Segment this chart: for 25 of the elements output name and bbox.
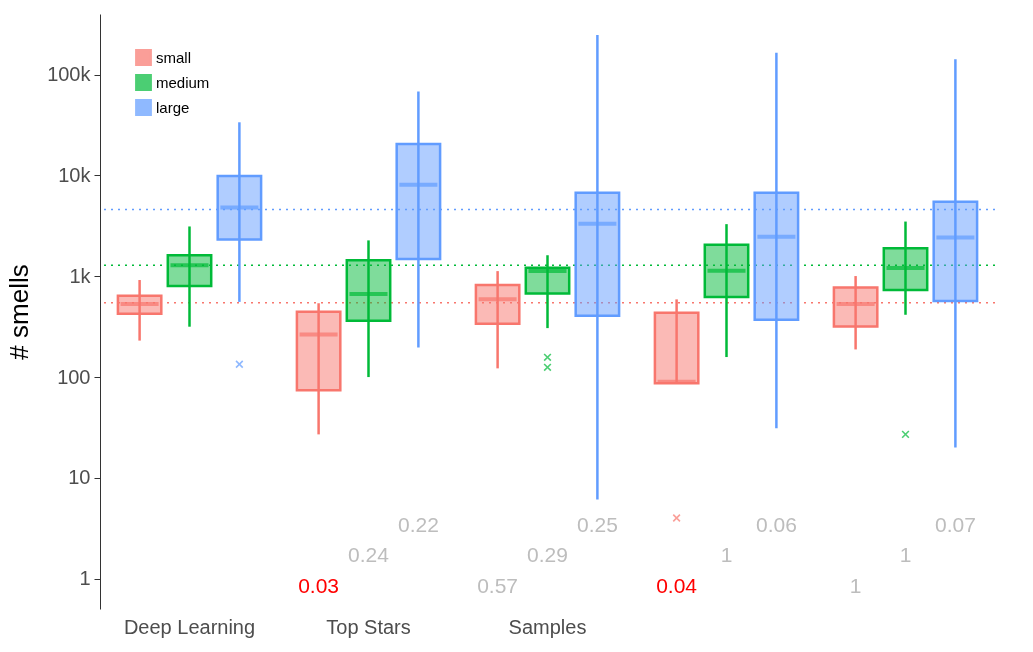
x-tick-label: Samples <box>508 615 587 638</box>
annotation: 0.24 <box>348 543 390 566</box>
annotation: 0.03 <box>298 574 340 597</box>
annotation: 0.25 <box>576 513 618 536</box>
y-tick-label: 1 <box>79 567 91 590</box>
x-tick-label: Deep Learning <box>123 615 256 638</box>
legend-label: large <box>156 98 190 116</box>
annotation: 1 <box>899 543 912 566</box>
annotation: 0.57 <box>477 574 519 597</box>
annotation: 0.06 <box>755 513 797 536</box>
y-tick-label: 10k <box>58 163 92 186</box>
annotation: 0.04 <box>656 574 698 597</box>
annotation: 1 <box>720 543 733 566</box>
annotation: 0.22 <box>397 513 439 536</box>
y-tick-label: 100k <box>47 63 92 86</box>
y-tick-label: 10 <box>68 466 91 489</box>
y-tick-label: 1k <box>69 264 92 287</box>
legend-label: medium <box>156 73 210 91</box>
annotation: 0.07 <box>934 513 976 536</box>
x-tick-label: Top Stars <box>326 615 411 638</box>
legend-label: small <box>156 48 192 66</box>
annotation: 1 <box>849 574 862 597</box>
y-tick-label: 100 <box>57 365 91 388</box>
y-axis-title: # smells <box>4 264 35 360</box>
annotation: 0.29 <box>527 543 568 566</box>
